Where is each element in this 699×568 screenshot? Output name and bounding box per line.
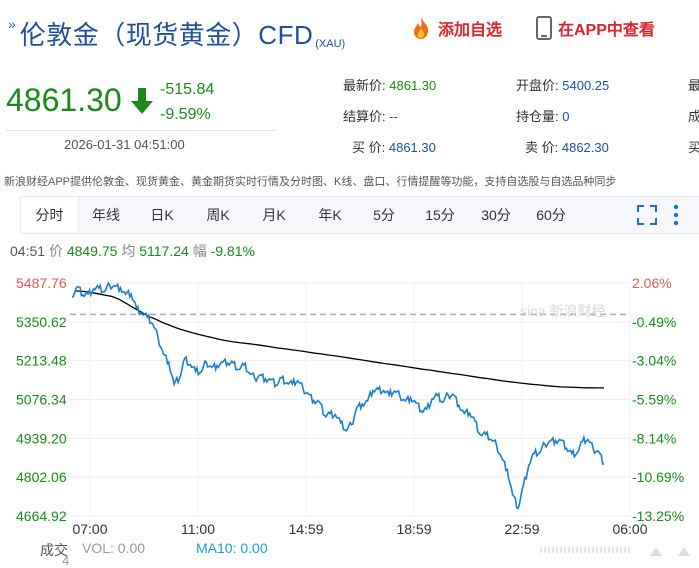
vol-label: VOL: (82, 540, 114, 556)
sell-price-field: 卖 价: 4862.30 (525, 137, 609, 156)
position-field: 持仓量: 0 (516, 106, 569, 125)
y-tick-label: 5213.48 (16, 353, 67, 369)
buy-price-label: 买 价: (352, 140, 386, 155)
y-tick-label: 5076.34 (16, 392, 67, 408)
flame-icon (414, 17, 429, 39)
pct-tick-label: 2.06% (632, 275, 672, 291)
crosshair-price-label: 价 (48, 243, 63, 259)
x-tick-label: 22:59 (504, 521, 539, 537)
x-tick-label: 18:59 (396, 521, 431, 537)
more-icon[interactable] (671, 204, 681, 226)
price-change: -515.84 (160, 81, 215, 98)
scroll-track[interactable] (540, 547, 630, 553)
crosshair-info: 04:51 价 4849.75 均 5117.24 幅 -9.81% (10, 241, 255, 261)
watermark: sina 新浪财经 (520, 303, 606, 319)
crosshair-range: -9.81% (210, 243, 255, 259)
page-title: 伦敦金（现货黄金）CFD (19, 20, 314, 50)
quote-datetime: 2026-01-31 04:51:00 (64, 137, 185, 152)
phone-icon (536, 16, 552, 40)
chart-tab-bar: 分时 年线 日K 周K 月K 年K 5分 15分 30分 60分 (20, 196, 699, 234)
x-tick-label: 06:00 (612, 521, 647, 537)
open-price-value: 5400.25 (562, 78, 610, 93)
tab-intraday[interactable]: 分时 (20, 197, 79, 233)
latest-price-field: 最新价: 4861.30 (343, 75, 436, 94)
tab-monthly-k[interactable]: 月K (262, 207, 286, 223)
crosshair-avg: 5117.24 (139, 243, 189, 259)
view-in-app-label: 在APP中查看 (558, 22, 655, 39)
open-price-field: 开盘价: 5400.25 (516, 75, 609, 94)
latest-price-value: 4861.30 (389, 78, 437, 93)
page-header: » 伦敦金（现货黄金）CFD (XAU) (8, 12, 345, 52)
tab-weekly-k[interactable]: 周K (206, 207, 230, 223)
ma10-label: MA10: (196, 540, 237, 556)
zoom-out-icon[interactable] (650, 547, 662, 556)
zoom-in-icon[interactable] (678, 547, 690, 556)
ma10-value: 0.00 (240, 540, 268, 556)
fullscreen-icon[interactable] (637, 205, 657, 225)
crosshair-range-label: 幅 (192, 243, 207, 259)
x-tick-label: 07:00 (72, 521, 107, 537)
x-tick-label: 11:00 (181, 521, 215, 537)
buy-price-field: 买 价: 4861.30 (352, 137, 436, 156)
symbol-code: (XAU) (315, 38, 346, 50)
tab-15min[interactable]: 15分 (425, 207, 455, 223)
cut-label-1: 最 (688, 78, 699, 93)
pct-tick-label: -10.69% (632, 469, 684, 485)
y-tick-label: 4802.06 (16, 469, 67, 485)
x-tick-label: 14:59 (288, 521, 323, 537)
divider (6, 130, 276, 131)
settle-price-label: 结算价: (343, 109, 386, 124)
double-chevron-icon: » (8, 16, 16, 32)
y-tick-label: 4664.92 (16, 508, 67, 524)
pct-tick-label: -13.25% (632, 508, 684, 524)
settle-price-field: 结算价: -- (343, 106, 398, 125)
promo-text: 新浪财经APP提供伦敦金、现货黄金、黄金期货实时行情及分时图、K线、盘口、行情提… (4, 176, 617, 188)
vol-field: VOL: 0.00 (82, 540, 145, 556)
tab-5min[interactable]: 5分 (373, 207, 395, 223)
y-tick-label: 5350.62 (16, 314, 67, 330)
crosshair-price: 4849.75 (66, 243, 118, 259)
avg-price-line (75, 290, 604, 389)
crosshair-time: 04:51 (10, 243, 46, 259)
price-change-pct: -9.59% (160, 106, 211, 123)
pct-tick-label: -5.59% (632, 392, 676, 408)
volume-axis-tick: 4 (62, 553, 70, 568)
position-label: 持仓量: (516, 109, 559, 124)
pct-tick-label: -3.04% (632, 353, 676, 369)
add-favorite-button[interactable]: 添加自选 (410, 16, 502, 40)
view-in-app-button[interactable]: 在APP中查看 (536, 16, 655, 40)
y-tick-label: 4939.20 (16, 430, 67, 446)
crosshair-avg-label: 均 (121, 243, 136, 259)
pct-tick-label: -8.14% (632, 430, 676, 446)
cut-label-3: 买 (688, 140, 699, 155)
ma10-field: MA10: 0.00 (196, 540, 268, 556)
down-arrow-icon (131, 88, 153, 114)
current-price: 4861.30 (6, 82, 122, 118)
tab-yearly-k[interactable]: 年K (318, 207, 342, 223)
cut-label-2: 成 (688, 109, 699, 124)
sell-price-label: 卖 价: (525, 140, 559, 155)
buy-price-value: 4861.30 (388, 140, 436, 155)
latest-price-label: 最新价: (343, 78, 386, 93)
zoom-arrows[interactable] (648, 545, 694, 557)
tab-daily-k[interactable]: 日K (150, 207, 174, 223)
tab-60min[interactable]: 60分 (536, 207, 566, 223)
vol-value: 0.00 (117, 540, 146, 556)
open-price-label: 开盘价: (516, 78, 559, 93)
pct-tick-label: -0.49% (632, 314, 676, 330)
intraday-chart[interactable]: 5487.76 5350.62 5213.48 5076.34 4939.20 4802.… (0, 270, 699, 542)
add-favorite-label: 添加自选 (438, 22, 503, 39)
settle-price-value: -- (389, 109, 398, 124)
tab-year-line[interactable]: 年线 (92, 207, 120, 223)
sell-price-value: 4862.30 (561, 140, 609, 155)
volume-label: 成交 (40, 542, 68, 558)
tab-30min[interactable]: 30分 (481, 207, 511, 223)
y-tick-label: 5487.76 (16, 275, 67, 291)
position-value: 0 (562, 109, 570, 124)
price-line (71, 281, 605, 510)
